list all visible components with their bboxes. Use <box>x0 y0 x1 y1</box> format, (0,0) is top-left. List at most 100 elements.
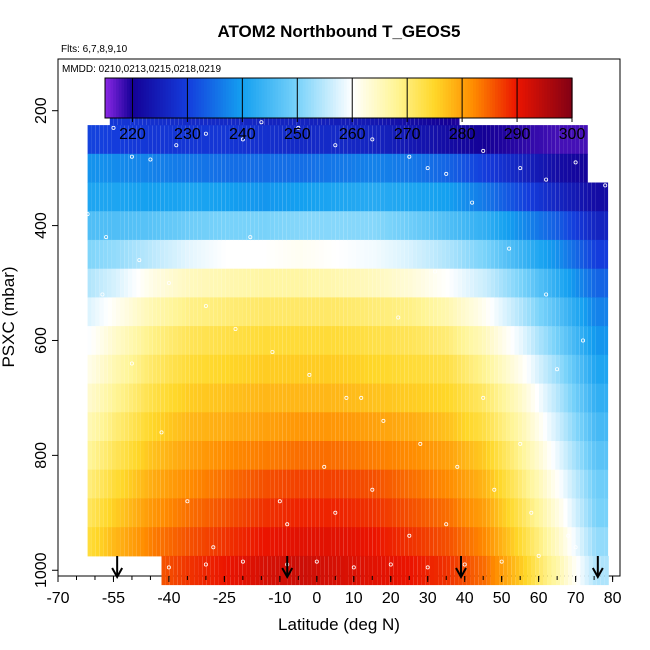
heatmap-cell <box>173 211 177 241</box>
heatmap-cell <box>482 153 487 183</box>
heatmap-cell <box>579 498 584 528</box>
heatmap-cell <box>518 527 523 557</box>
heatmap-cell <box>518 498 523 528</box>
heatmap-cell <box>177 498 182 528</box>
colorbar-segment <box>552 78 557 118</box>
heatmap-cell <box>319 297 324 327</box>
colorbar-segment <box>256 78 260 118</box>
heatmap-cell <box>266 326 271 356</box>
heatmap-cell <box>246 412 251 442</box>
heatmap-cell <box>327 211 332 241</box>
heatmap-cell <box>177 527 182 557</box>
heatmap-cell <box>400 153 405 183</box>
heatmap-cell <box>128 182 133 212</box>
colorbar-segment <box>234 78 238 118</box>
heatmap-cell <box>563 441 568 471</box>
heatmap-cell <box>494 125 499 155</box>
heatmap-cell <box>425 297 430 327</box>
heatmap-cell <box>339 297 344 327</box>
heatmap-cell <box>547 527 552 557</box>
heatmap-cell <box>510 354 515 384</box>
colorbar-segment <box>385 78 389 118</box>
heatmap-cell <box>461 239 466 270</box>
heatmap-cell <box>445 125 450 155</box>
colorbar-segment <box>440 78 444 118</box>
heatmap-cell <box>295 441 299 471</box>
sample-point <box>166 565 171 570</box>
heatmap-cell <box>234 469 238 499</box>
heatmap-cell <box>112 297 116 327</box>
heatmap-cell <box>95 469 100 499</box>
heatmap-cell <box>514 268 519 298</box>
heatmap-cell <box>380 239 385 270</box>
heatmap-cell <box>120 297 125 327</box>
heatmap-cell <box>323 239 328 270</box>
heatmap-cell <box>388 498 393 528</box>
heatmap-cell <box>575 469 580 499</box>
heatmap-cell <box>575 412 580 442</box>
heatmap-cell <box>449 182 454 212</box>
heatmap-cell <box>229 383 234 413</box>
heatmap-cell <box>270 153 275 183</box>
heatmap-cell <box>95 182 100 212</box>
heatmap-cell <box>201 326 206 356</box>
heatmap-cell <box>404 211 409 241</box>
colorbar-segment <box>308 78 312 118</box>
colorbar-segment <box>162 78 167 118</box>
heatmap-cell <box>518 211 523 241</box>
heatmap-cell <box>185 326 190 356</box>
heatmap-cell <box>319 153 324 183</box>
heatmap-cell <box>466 555 471 586</box>
heatmap-cell <box>229 354 234 384</box>
heatmap-cell <box>600 469 604 499</box>
heatmap-cell <box>417 555 422 586</box>
heatmap-cell <box>360 239 365 270</box>
heatmap-cell <box>376 297 381 327</box>
heatmap-cell <box>112 469 116 499</box>
colorbar-segment <box>467 78 471 118</box>
colorbar-segment <box>184 78 189 118</box>
heatmap-cell <box>315 412 320 442</box>
heatmap-cell <box>189 125 194 155</box>
heatmap-cell <box>193 297 198 327</box>
heatmap-cell <box>408 297 413 327</box>
heatmap-cell <box>535 527 539 557</box>
heatmap-cell <box>563 297 568 327</box>
heatmap-cell <box>116 182 120 212</box>
heatmap-cell <box>177 211 182 241</box>
heatmap-cell <box>168 125 173 155</box>
heatmap-cell <box>535 239 539 270</box>
heatmap-cell <box>474 354 478 384</box>
heatmap-cell <box>591 383 596 413</box>
heatmap-cell <box>128 441 133 471</box>
heatmap-cell <box>335 326 340 356</box>
heatmap-cell <box>234 182 238 212</box>
heatmap-cell <box>136 297 141 327</box>
heatmap-cell <box>311 326 316 356</box>
heatmap-cell <box>258 239 263 270</box>
heatmap-cell <box>445 383 450 413</box>
heatmap-cell <box>571 527 576 557</box>
heatmap-cell <box>388 326 393 356</box>
heatmap-cell <box>506 153 511 183</box>
heatmap-cell <box>474 441 478 471</box>
heatmap-cell <box>282 125 287 155</box>
heatmap-cell <box>132 527 137 557</box>
heatmap-cell <box>474 268 478 298</box>
heatmap-cell <box>408 527 413 557</box>
heatmap-cell <box>453 441 458 471</box>
heatmap-cell <box>286 268 291 298</box>
heatmap-cell <box>95 383 100 413</box>
heatmap-cell <box>478 383 482 413</box>
heatmap-cell <box>421 383 426 413</box>
heatmap-cell <box>189 383 194 413</box>
heatmap-cell <box>307 441 312 471</box>
sample-point <box>529 510 534 515</box>
heatmap-cell <box>486 527 491 557</box>
heatmap-cell <box>189 469 194 499</box>
heatmap-cell <box>583 211 588 241</box>
heatmap-cell <box>437 182 442 212</box>
heatmap-cell <box>543 211 548 241</box>
heatmap-cell <box>587 412 592 442</box>
heatmap-cell <box>604 326 609 356</box>
